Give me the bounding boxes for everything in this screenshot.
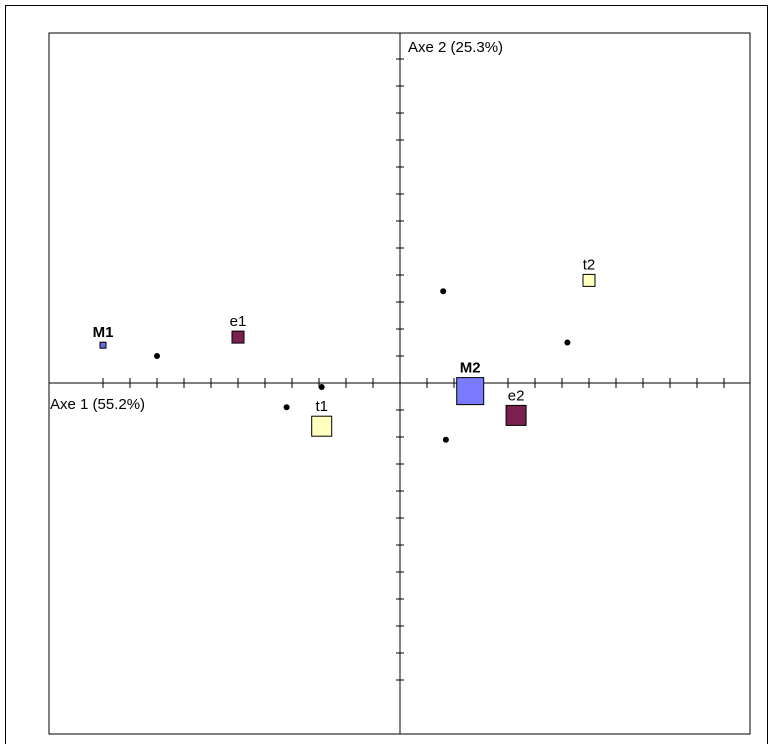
point-label-t1: t1 (315, 398, 328, 415)
points: M1 e1 t2 M2 e2 t1 (93, 256, 596, 443)
data-point (440, 288, 447, 295)
point-marker-t1 (311, 415, 333, 437)
point-marker-M2 (456, 377, 485, 406)
data-point (442, 436, 449, 443)
point-label-M2: M2 (460, 360, 481, 377)
data-point (154, 353, 160, 359)
axes (49, 33, 750, 734)
point-marker-e2 (505, 404, 527, 426)
data-point (564, 339, 571, 346)
point-label-M1: M1 (93, 324, 114, 341)
point-label-e1: e1 (230, 313, 247, 330)
x-axis-label: Axe 1 (55.2%) (50, 396, 145, 413)
point-marker-t2 (582, 273, 596, 287)
data-point (283, 404, 290, 411)
chart-frame (5, 5, 768, 744)
y-axis-label: Axe 2 (25.3%) (408, 39, 503, 56)
point-marker-e1 (231, 330, 245, 344)
point-label-e2: e2 (508, 387, 525, 404)
data-point (318, 384, 325, 391)
ticks (102, 58, 725, 681)
point-label-t2: t2 (583, 256, 596, 273)
point-marker-M1 (99, 341, 107, 349)
